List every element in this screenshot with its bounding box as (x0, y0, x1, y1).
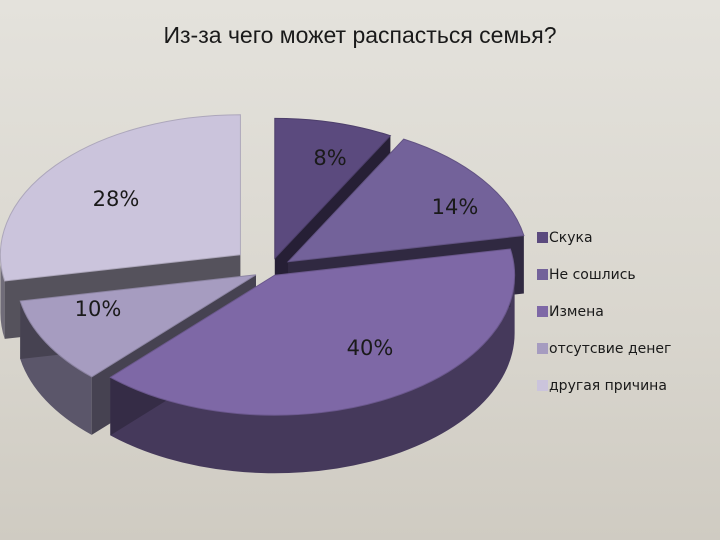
legend-item: отсутсвие денег (537, 341, 671, 357)
legend-item: другая причина (537, 378, 667, 394)
slice-top (19, 274, 257, 378)
legend-swatch (537, 232, 548, 243)
legend-item: Измена (537, 304, 604, 320)
data-label: 40% (347, 336, 394, 360)
legend-label: другая причина (549, 378, 667, 394)
data-label: 28% (93, 187, 140, 211)
slice-side-wall (0, 254, 5, 339)
legend-label: Скука (549, 230, 593, 246)
slice-top (274, 117, 392, 260)
slice-side-wall (110, 275, 515, 474)
legend-item: Скука (537, 230, 593, 246)
data-label: 8% (313, 146, 346, 170)
legend: Скука Не сошлись Измена отсутсвие денег друг… (537, 230, 671, 394)
legend-item: Не сошлись (537, 267, 636, 283)
legend-swatch (537, 343, 548, 354)
legend-label: отсутсвие денег (549, 341, 671, 357)
legend-swatch (537, 306, 548, 317)
slice-top (286, 138, 525, 263)
chart-title: Из-за чего может распасться семья? (163, 22, 557, 48)
legend-swatch (537, 269, 548, 280)
data-labels: 8% 14% 40% 10% 28% (75, 146, 479, 360)
legend-label: Измена (549, 304, 604, 320)
legend-label: Не сошлись (549, 267, 636, 283)
legend-swatch (537, 380, 548, 391)
slice-top (109, 248, 516, 416)
data-label: 14% (432, 195, 479, 219)
pie-slices (0, 114, 525, 474)
data-label: 10% (75, 297, 122, 321)
pie-slice (109, 248, 516, 474)
slice-top (0, 114, 241, 282)
